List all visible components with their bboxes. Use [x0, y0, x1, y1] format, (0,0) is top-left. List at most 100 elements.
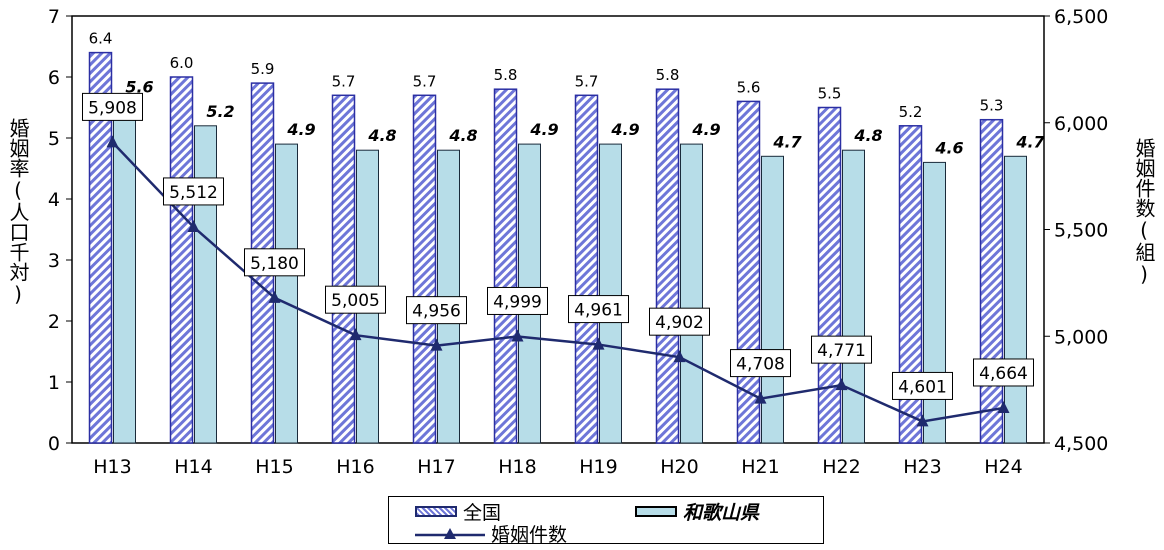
data-label-national: 5.3	[980, 97, 1004, 115]
legend-label-marriages: 婚姻件数	[491, 524, 568, 546]
left-tick-label: 2	[48, 311, 60, 333]
data-label-marriages: 4,771	[817, 341, 866, 361]
legend-swatch-national	[415, 506, 457, 517]
x-tick-label: H18	[498, 456, 536, 478]
marker-marriages	[349, 328, 362, 341]
x-tick-label: H24	[984, 456, 1022, 478]
data-label-wakayama: 4.9	[286, 120, 315, 139]
bar-wakayama	[113, 100, 136, 444]
bar-national	[817, 106, 842, 444]
data-label-marriages: 4,902	[655, 313, 704, 333]
data-label-wakayama: 5.2	[206, 102, 234, 121]
point-label-box	[325, 285, 386, 314]
point-label-box	[487, 286, 548, 315]
data-label-national: 5.6	[737, 78, 761, 96]
point-label-box	[82, 92, 143, 121]
marker-marriages	[673, 350, 686, 363]
bar-national	[412, 94, 437, 444]
x-tick-label: H16	[336, 456, 374, 478]
marker-marriages	[997, 400, 1010, 413]
bar-wakayama	[599, 143, 622, 444]
bar-wakayama	[680, 143, 703, 444]
point-label-box	[568, 295, 629, 324]
data-label-marriages: 4,961	[574, 301, 623, 321]
data-label-national: 5.2	[899, 103, 923, 121]
marker-marriages	[592, 337, 605, 350]
point-label-box	[406, 296, 467, 325]
data-label-marriages: 4,956	[412, 302, 461, 322]
data-label-marriages: 4,999	[493, 292, 542, 312]
bar-wakayama	[1004, 155, 1027, 444]
x-tick-label: H21	[741, 456, 779, 478]
line-marriages	[111, 141, 1004, 423]
marker-marriages	[187, 219, 200, 232]
point-label-box	[163, 177, 224, 206]
data-label-wakayama: 5.6	[125, 77, 153, 96]
x-tick-label: H20	[660, 456, 698, 478]
left-tick-label: 6	[48, 67, 60, 89]
data-label-national: 5.9	[251, 60, 275, 78]
bar-national	[574, 94, 599, 444]
data-label-national: 5.8	[494, 66, 518, 84]
bar-national	[169, 76, 194, 444]
legend-label-wakayama: 和歌山県	[683, 502, 760, 524]
x-tick-label: H14	[174, 456, 212, 478]
data-label-marriages: 5,180	[250, 254, 299, 274]
bar-national	[493, 88, 518, 444]
bar-wakayama	[761, 155, 784, 444]
data-label-marriages: 5,005	[331, 291, 380, 311]
data-label-marriages: 5,512	[169, 183, 218, 203]
data-label-national: 6.4	[89, 30, 113, 48]
marker-marriages	[268, 290, 281, 303]
point-label-box	[649, 307, 710, 336]
legend-label-national: 全国	[463, 502, 502, 524]
data-label-marriages: 4,708	[736, 355, 785, 375]
marker-marriages	[916, 414, 929, 427]
point-label-box	[973, 358, 1034, 387]
marker-marriages	[106, 135, 119, 148]
legend-swatch-marriages	[415, 527, 485, 539]
marker-marriages	[430, 338, 443, 351]
right-tick-label: 5,000	[1054, 326, 1108, 348]
left-axis-title: 婚姻率(人口千対)	[6, 118, 30, 306]
bar-wakayama	[923, 161, 946, 444]
data-label-national: 5.8	[656, 66, 680, 84]
data-label-national: 6.0	[170, 54, 194, 72]
bar-national	[898, 125, 923, 444]
marker-marriages	[511, 329, 524, 342]
point-label-box	[892, 371, 953, 400]
data-label-wakayama: 4.8	[367, 126, 396, 145]
data-label-national: 5.7	[413, 72, 437, 90]
legend: 全国 和歌山県 婚姻件数	[388, 496, 824, 547]
legend-item-national: 全国	[415, 498, 501, 525]
point-label-box	[244, 248, 305, 277]
left-tick-label: 5	[48, 128, 60, 150]
left-tick-label: 7	[48, 6, 60, 28]
data-label-national: 5.7	[332, 72, 356, 90]
bar-wakayama	[194, 125, 217, 444]
right-tick-label: 4,500	[1054, 433, 1108, 455]
data-label-wakayama: 4.6	[934, 138, 963, 157]
data-label-wakayama: 4.9	[529, 120, 558, 139]
x-tick-label: H13	[93, 456, 131, 478]
data-label-wakayama: 4.9	[691, 120, 720, 139]
data-label-national: 5.7	[575, 72, 599, 90]
x-tick-label: H23	[903, 456, 941, 478]
data-label-marriages: 5,908	[88, 98, 137, 118]
data-label-wakayama: 4.8	[853, 126, 882, 145]
bar-national	[655, 88, 680, 444]
x-tick-label: H19	[579, 456, 617, 478]
legend-item-wakayama: 和歌山県	[635, 498, 759, 525]
data-label-marriages: 4,664	[979, 364, 1028, 384]
data-label-national: 5.5	[818, 85, 842, 103]
legend-item-marriages: 婚姻件数	[415, 520, 567, 547]
left-tick-label: 1	[48, 372, 60, 394]
marker-marriages	[754, 391, 767, 404]
bar-wakayama	[842, 149, 865, 444]
right-tick-label: 6,000	[1054, 113, 1108, 135]
data-label-marriages: 4,601	[898, 377, 947, 397]
bar-national	[979, 118, 1004, 444]
right-tick-label: 6,500	[1054, 6, 1108, 28]
data-label-wakayama: 4.8	[448, 126, 477, 145]
